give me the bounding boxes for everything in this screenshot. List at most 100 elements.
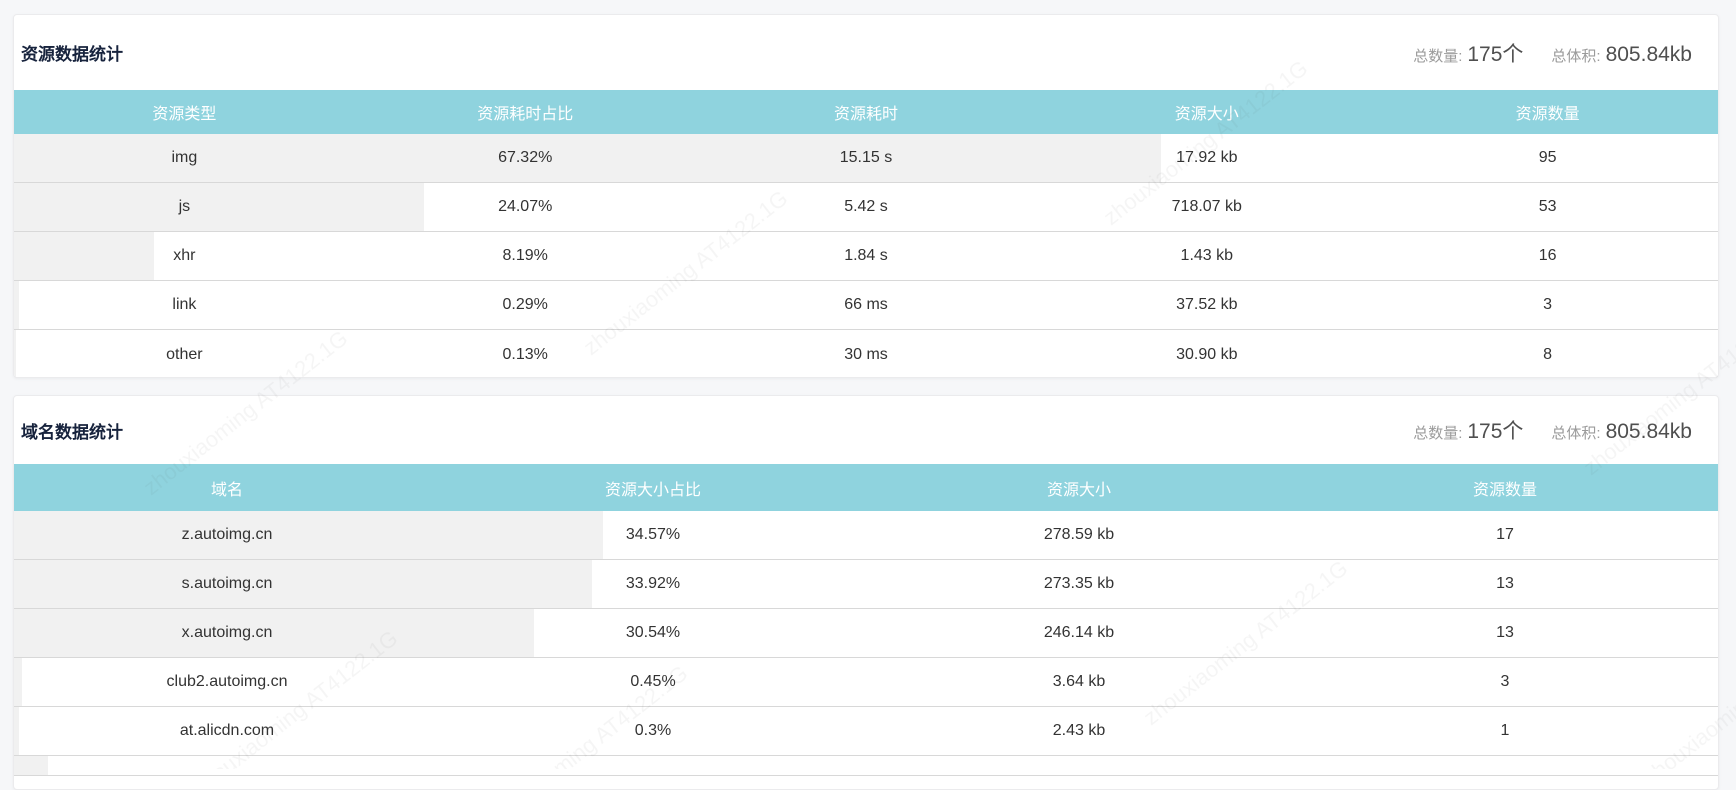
table-row: other 0.13% 30 ms 30.90 kb 8: [14, 330, 1718, 377]
total-count-label: 总数量:: [1413, 47, 1463, 65]
percent-bar: [14, 756, 49, 775]
cell-domain: z.autoimg.cn: [181, 526, 273, 543]
cell-count: 16: [1538, 247, 1557, 264]
cell-domain: x.autoimg.cn: [181, 624, 273, 641]
cell-size-percent: 33.92%: [625, 575, 681, 592]
cell-time-percent: 24.07%: [498, 198, 553, 215]
total-size-stat: 总体积: 805.84kb: [1551, 420, 1692, 444]
cell-time-percent: 67.32%: [498, 149, 553, 166]
table-row: x.autoimg.cn 30.54% 246.14 kb 13: [14, 609, 1718, 658]
column-header-time-percent: 资源耗时占比: [477, 106, 574, 123]
cell-size: 273.35 kb: [1043, 575, 1115, 592]
column-header-resource-type: 资源类型: [152, 106, 217, 123]
domain-section-title: 域名数据统计: [21, 422, 123, 442]
cell-count: 17: [1496, 526, 1514, 543]
cell-count: 3: [1543, 296, 1553, 313]
resource-table-header: 资源类型 资源耗时占比 资源耗时 资源大小 资源数量: [14, 90, 1718, 134]
cell-time-percent: 0.13%: [502, 345, 548, 363]
cell-resource-type: link: [172, 296, 197, 313]
domain-table: 域名 资源大小占比 资源大小 资源数量 z.autoimg.cn 34.57% …: [14, 464, 1718, 776]
cell-time: 1.84 s: [844, 247, 888, 264]
total-size-value: 805.84kb: [1605, 420, 1692, 443]
cell-resource-type: img: [171, 149, 198, 166]
cell-count: 13: [1496, 575, 1514, 592]
column-header-size: 资源大小: [1046, 481, 1111, 499]
resource-stats-card: 资源数据统计 总数量: 175个 总体积: 805.84kb 资源类型 资源耗时…: [13, 14, 1719, 378]
percent-bar: [14, 560, 592, 608]
total-count-stat: 总数量: 175个: [1413, 415, 1523, 445]
cell-time-percent: 8.19%: [502, 247, 548, 264]
table-row: xhr 8.19% 1.84 s 1.43 kb 16: [14, 232, 1718, 281]
resource-section-title: 资源数据统计: [21, 45, 123, 64]
page: 资源数据统计 总数量: 175个 总体积: 805.84kb 资源类型 资源耗时…: [13, 14, 1719, 790]
resource-table-body: img 67.32% 15.15 s 17.92 kb 95 js 24.07%…: [14, 134, 1718, 377]
cell-count: 53: [1538, 198, 1557, 215]
cell-size-percent: 30.54%: [625, 624, 681, 641]
table-row: z.autoimg.cn 34.57% 278.59 kb 17: [14, 511, 1718, 560]
table-row: at.alicdn.com 0.3% 2.43 kb 1: [14, 707, 1718, 756]
cell-resource-type: js: [178, 198, 191, 215]
domain-table-header: 域名 资源大小占比 资源大小 资源数量: [14, 464, 1718, 511]
resource-table: 资源类型 资源耗时占比 资源耗时 资源大小 资源数量 img 67.32% 15…: [14, 90, 1718, 377]
cell-size-percent: 0.3%: [634, 722, 672, 739]
percent-bar: [14, 658, 22, 706]
cell-size: 246.14 kb: [1043, 624, 1115, 641]
percent-bar: [14, 511, 604, 559]
percent-bar: [14, 281, 19, 329]
cell-domain: club2.autoimg.cn: [166, 673, 288, 690]
percent-bar: [14, 183, 425, 231]
total-size-label: 总体积:: [1551, 47, 1601, 65]
cell-size: 718.07 kb: [1171, 198, 1242, 215]
resource-totals: 总数量: 175个 总体积: 805.84kb: [1413, 38, 1692, 68]
resource-card-header: 资源数据统计 总数量: 175个 总体积: 805.84kb: [14, 15, 1718, 90]
column-header-size-percent: 资源大小占比: [604, 481, 701, 499]
cell-size: 30.90 kb: [1176, 345, 1238, 363]
total-count-label: 总数量:: [1413, 425, 1463, 442]
cell-domain: at.alicdn.com: [179, 722, 275, 739]
cell-size: 37.52 kb: [1176, 296, 1238, 313]
cell-domain: s.autoimg.cn: [181, 575, 273, 592]
percent-bar: [14, 330, 17, 377]
domain-totals: 总数量: 175个 总体积: 805.84kb: [1413, 415, 1692, 445]
domain-stats-card: 域名数据统计 总数量: 175个 总体积: 805.84kb 域名 资源大小占比…: [13, 395, 1719, 790]
total-size-label: 总体积:: [1551, 425, 1601, 442]
table-row: js 24.07% 5.42 s 718.07 kb 53: [14, 183, 1718, 232]
percent-bar: [14, 707, 20, 755]
table-row: club2.autoimg.cn 0.45% 3.64 kb 3: [14, 658, 1718, 707]
cell-size: 3.64 kb: [1052, 673, 1106, 690]
column-header-time: 资源耗时: [833, 106, 898, 123]
cell-size: 2.43 kb: [1052, 722, 1106, 739]
total-count-value: 175个: [1467, 420, 1524, 443]
total-size-stat: 总体积: 805.84kb: [1551, 43, 1692, 67]
percent-bar: [14, 232, 154, 280]
cell-time-percent: 0.29%: [502, 296, 548, 313]
cell-count: 1: [1500, 722, 1510, 739]
cell-count: 13: [1496, 624, 1514, 641]
cell-count: 3: [1500, 673, 1510, 690]
table-row: link 0.29% 66 ms 37.52 kb 3: [14, 281, 1718, 330]
total-count-stat: 总数量: 175个: [1413, 38, 1523, 68]
total-count-value: 175个: [1467, 42, 1524, 66]
cell-count: 8: [1543, 345, 1553, 363]
cell-time: 5.42 s: [844, 198, 888, 215]
table-row-partial: [14, 756, 1718, 776]
cell-size: 17.92 kb: [1176, 149, 1238, 166]
cell-count: 95: [1538, 149, 1557, 166]
column-header-domain: 域名: [210, 481, 243, 499]
percent-bar: [14, 609, 535, 657]
total-size-value: 805.84kb: [1605, 42, 1692, 66]
percent-bar: [14, 134, 1162, 182]
column-header-count: 资源数量: [1472, 481, 1537, 499]
column-header-size: 资源大小: [1174, 106, 1239, 123]
domain-table-body: z.autoimg.cn 34.57% 278.59 kb 17 s.autoi…: [14, 511, 1718, 776]
cell-size-percent: 34.57%: [625, 526, 681, 543]
cell-size: 1.43 kb: [1180, 247, 1234, 264]
cell-resource-type: xhr: [173, 247, 196, 264]
domain-card-header: 域名数据统计 总数量: 175个 总体积: 805.84kb: [14, 396, 1718, 464]
cell-size-percent: 0.45%: [630, 673, 676, 690]
table-row: img 67.32% 15.15 s 17.92 kb 95: [14, 134, 1718, 183]
cell-time: 15.15 s: [839, 149, 893, 166]
column-header-count: 资源数量: [1515, 106, 1580, 123]
cell-time: 30 ms: [844, 345, 888, 363]
cell-time: 66 ms: [844, 296, 888, 313]
